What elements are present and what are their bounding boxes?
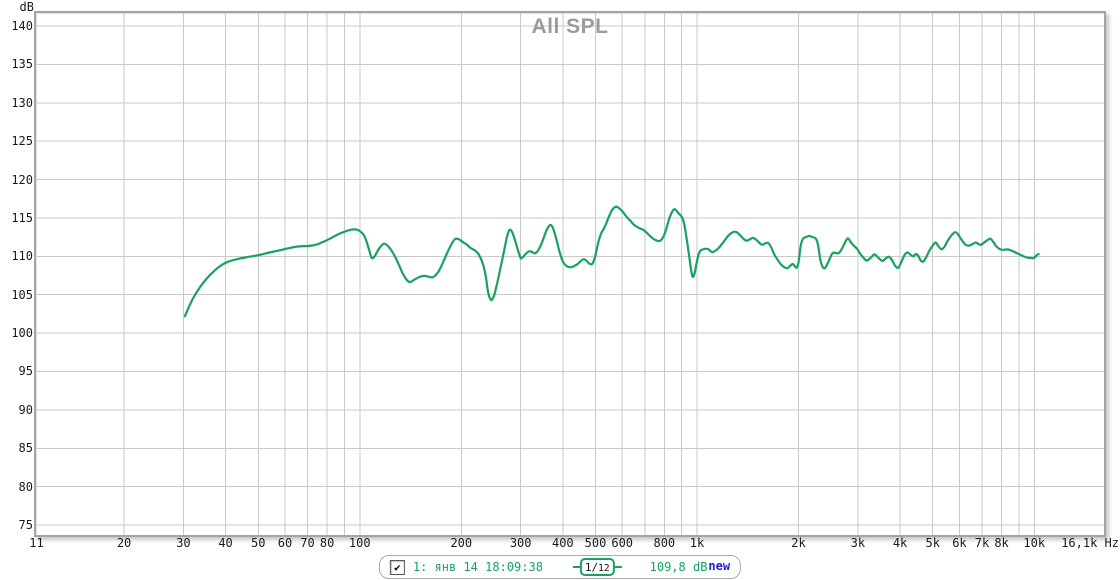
x-tick-label: 300: [509, 536, 532, 550]
y-tick-label: 120: [11, 172, 33, 187]
x-tick-label: 30: [176, 536, 191, 550]
smoothing-denominator: 12: [598, 563, 610, 574]
smoothing-box: 1/ 12: [579, 558, 615, 576]
y-tick-label: 95: [18, 364, 33, 379]
x-tick-label: 80: [319, 536, 335, 550]
y-tick-label: 135: [11, 57, 33, 72]
measurement-checkbox[interactable]: ✔: [389, 559, 405, 575]
x-tick-label: 4k: [892, 536, 908, 550]
y-tick-label: 125: [11, 134, 33, 149]
y-axis-unit-label: dB: [19, 0, 34, 14]
x-tick-label: 70: [300, 536, 315, 550]
y-tick-label: 80: [18, 479, 33, 494]
x-tick-label: 800: [653, 536, 676, 550]
checkmark-icon: ✔: [394, 560, 401, 574]
x-tick-label: 3k: [850, 536, 866, 550]
x-tick-label: 50: [251, 536, 266, 550]
x-tick-label: 100: [348, 536, 371, 550]
trace-line-segment-left: [572, 566, 580, 568]
x-tick-label: 7k: [974, 536, 990, 550]
x-tick-label: 40: [218, 536, 233, 550]
y-tick-label: 90: [18, 402, 33, 417]
chart-title: All SPL: [531, 15, 609, 38]
x-tick-label: 400: [551, 536, 574, 550]
measurement-name: 1: янв 14 18:09:38: [412, 560, 543, 574]
spl-level-value: 109,8 dB: [649, 560, 708, 574]
y-tick-label: 130: [11, 95, 33, 110]
plot-area: [34, 11, 1106, 537]
x-tick-label: 11: [29, 536, 44, 550]
y-tick-label: 100: [11, 326, 33, 341]
x-tick-label: 10k: [1023, 536, 1046, 550]
y-tick-label: 115: [11, 210, 33, 225]
measurement-legend[interactable]: ✔ 1: янв 14 18:09:38 1/ 12 109,8 dB new: [378, 555, 742, 579]
y-tick-label: 75: [18, 518, 33, 533]
x-tick-label: 2k: [791, 536, 806, 550]
new-badge: new: [708, 559, 731, 573]
x-tick-label: 1k: [689, 536, 705, 550]
x-tick-label: 16,1k Hz: [1061, 536, 1119, 550]
x-tick-label: 6k: [952, 536, 967, 550]
x-tick-label: 200: [450, 536, 473, 550]
x-tick-label: 600: [611, 536, 634, 550]
smoothing-numerator: 1/: [584, 560, 599, 574]
y-tick-label: 110: [11, 249, 33, 264]
y-tick-label: 105: [11, 287, 33, 302]
trace-line-segment-right: [614, 566, 622, 568]
y-tick-label: 85: [18, 441, 33, 456]
x-tick-label: 5k: [925, 536, 940, 550]
x-tick-label: 60: [277, 536, 293, 550]
smoothing-indicator: 1/ 12: [572, 558, 622, 576]
x-tick-label: 20: [116, 536, 132, 550]
x-tick-label: 8k: [994, 536, 1009, 550]
x-tick-label: 500: [584, 536, 607, 550]
y-tick-label: 140: [11, 19, 33, 34]
